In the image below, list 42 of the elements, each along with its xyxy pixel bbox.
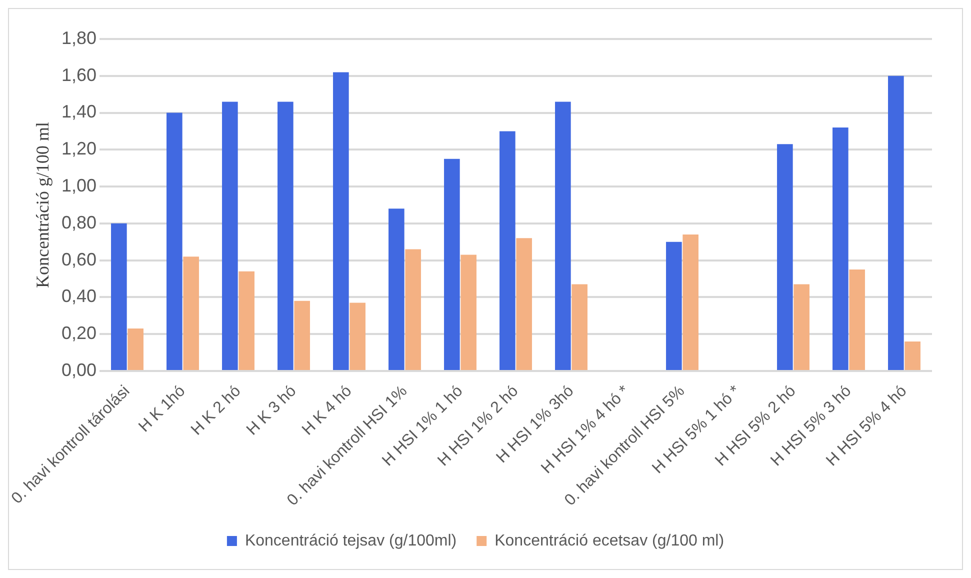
bar bbox=[682, 234, 698, 370]
y-tick-label: 1,80 bbox=[61, 28, 96, 48]
legend-label: Koncentráció ecetsav (g/100 ml) bbox=[494, 532, 724, 550]
x-tick-label: H K 3 hó bbox=[244, 382, 300, 439]
x-tick-label: H K 2 hó bbox=[188, 382, 244, 439]
bar bbox=[183, 256, 199, 370]
bar bbox=[794, 284, 810, 370]
bar bbox=[849, 270, 865, 370]
bar bbox=[832, 128, 848, 370]
y-tick-label: 1,60 bbox=[61, 64, 96, 85]
y-tick-label: 1,00 bbox=[61, 176, 96, 196]
legend-label: Koncentráció tejsav (g/100ml) bbox=[244, 532, 457, 550]
bar bbox=[388, 208, 404, 370]
bar bbox=[572, 284, 588, 370]
bar bbox=[500, 131, 516, 370]
bar bbox=[278, 102, 294, 370]
y-tick-label: 0,40 bbox=[61, 286, 96, 306]
bar bbox=[516, 238, 532, 370]
bar bbox=[238, 271, 254, 370]
bar bbox=[111, 223, 127, 370]
y-tick-label: 1,20 bbox=[61, 138, 96, 159]
y-tick-label: 0,80 bbox=[61, 212, 96, 232]
bar bbox=[777, 144, 793, 370]
bar bbox=[904, 341, 920, 370]
bar bbox=[405, 249, 421, 370]
y-tick-label: 1,40 bbox=[61, 102, 96, 122]
bar bbox=[888, 76, 904, 370]
bar bbox=[350, 302, 366, 370]
bar bbox=[166, 112, 182, 370]
y-axis-title: Koncentráció g/100 ml bbox=[32, 122, 52, 288]
y-tick-label: 0,60 bbox=[61, 249, 96, 270]
x-tick-label: H K 1hó bbox=[136, 382, 189, 436]
bar bbox=[666, 242, 682, 370]
y-tick-label: 0,00 bbox=[61, 360, 96, 380]
bar bbox=[460, 254, 476, 370]
y-tick-label: 0,20 bbox=[61, 323, 96, 344]
bar bbox=[294, 300, 310, 370]
bar bbox=[444, 158, 460, 370]
bar bbox=[128, 328, 144, 370]
bar bbox=[222, 102, 238, 370]
bar bbox=[333, 72, 349, 370]
bar bbox=[555, 102, 571, 370]
